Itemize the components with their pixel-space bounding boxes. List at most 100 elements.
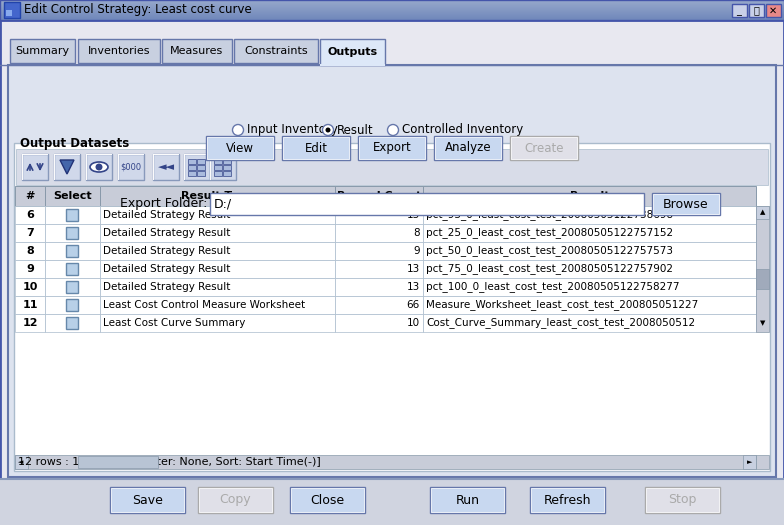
- Bar: [223, 171, 231, 176]
- Bar: [78, 456, 158, 468]
- Text: Detailed Strategy Result: Detailed Strategy Result: [103, 264, 230, 274]
- Bar: [214, 165, 222, 170]
- Circle shape: [325, 128, 331, 132]
- Bar: [54, 154, 80, 180]
- Text: 13: 13: [407, 282, 420, 292]
- Bar: [100, 242, 335, 260]
- Bar: [199, 488, 272, 512]
- Bar: [22, 154, 48, 180]
- Bar: [16, 149, 768, 185]
- Bar: [0, 8, 784, 9]
- Bar: [188, 159, 196, 164]
- Bar: [198, 487, 273, 513]
- Text: Run: Run: [456, 494, 480, 507]
- Bar: [184, 154, 210, 180]
- Polygon shape: [60, 160, 74, 174]
- Bar: [223, 165, 231, 170]
- Bar: [45, 186, 100, 206]
- Bar: [0, 16, 784, 17]
- Bar: [434, 136, 502, 160]
- Text: Create: Create: [524, 142, 564, 154]
- Text: Edit Control Strategy: Least cost curve: Edit Control Strategy: Least cost curve: [24, 4, 252, 16]
- Bar: [4, 2, 20, 18]
- Text: Cost_Curve_Summary_least_cost_test_2008050512: Cost_Curve_Summary_least_cost_test_20080…: [426, 318, 695, 329]
- Bar: [435, 137, 501, 159]
- Text: $000: $000: [121, 163, 142, 172]
- Bar: [15, 314, 45, 332]
- Text: pct_50_0_least_cost_test_20080505122757573: pct_50_0_least_cost_test_200805051227575…: [426, 246, 673, 256]
- Bar: [423, 296, 756, 314]
- Bar: [320, 39, 385, 65]
- Text: Result: Result: [337, 123, 374, 136]
- Bar: [0, 4, 784, 5]
- Text: pct_95_0_least_cost_test_20080505122738698: pct_95_0_least_cost_test_200805051227386…: [426, 209, 673, 220]
- Text: 7: 7: [26, 228, 34, 238]
- Bar: [15, 278, 45, 296]
- Bar: [335, 260, 423, 278]
- Bar: [0, 5, 784, 6]
- Bar: [214, 171, 222, 176]
- Text: 10: 10: [407, 318, 420, 328]
- Bar: [749, 4, 764, 17]
- Bar: [45, 242, 100, 260]
- Bar: [335, 242, 423, 260]
- Bar: [743, 455, 756, 469]
- Bar: [283, 137, 349, 159]
- Text: 9: 9: [413, 246, 420, 256]
- Text: 13: 13: [407, 264, 420, 274]
- Bar: [756, 206, 769, 219]
- Bar: [0, 1, 784, 2]
- Text: 6: 6: [26, 210, 34, 220]
- Text: View: View: [226, 142, 254, 154]
- Bar: [100, 224, 335, 242]
- Bar: [531, 488, 604, 512]
- Text: Refresh: Refresh: [544, 494, 591, 507]
- Bar: [423, 242, 756, 260]
- Text: Save: Save: [132, 494, 163, 507]
- Text: Outputs: Outputs: [328, 47, 378, 57]
- Text: Inventories: Inventories: [88, 46, 151, 56]
- Text: Export: Export: [372, 142, 412, 154]
- Bar: [0, 12, 784, 13]
- Bar: [732, 4, 747, 17]
- Bar: [423, 186, 756, 206]
- Text: 10: 10: [22, 282, 38, 292]
- Bar: [14, 143, 770, 471]
- Bar: [756, 206, 769, 332]
- Text: Least Cost Curve Summary: Least Cost Curve Summary: [103, 318, 245, 328]
- Bar: [0, 14, 784, 15]
- Bar: [110, 487, 185, 513]
- Bar: [0, 18, 784, 19]
- Bar: [234, 39, 318, 63]
- Text: Measure_Worksheet_least_cost_test_200805051227: Measure_Worksheet_least_cost_test_200805…: [426, 300, 699, 310]
- Bar: [223, 159, 231, 164]
- Bar: [0, 7, 784, 8]
- Text: Copy: Copy: [220, 494, 252, 507]
- Bar: [100, 314, 335, 332]
- Bar: [510, 136, 578, 160]
- Bar: [197, 171, 205, 176]
- Bar: [210, 154, 236, 180]
- Bar: [188, 171, 196, 176]
- Bar: [0, 19, 784, 20]
- Text: Export Folder:: Export Folder:: [120, 197, 208, 211]
- Bar: [197, 165, 205, 170]
- Bar: [100, 278, 335, 296]
- Text: ▲: ▲: [760, 209, 765, 215]
- Text: Detailed Strategy Result: Detailed Strategy Result: [103, 282, 230, 292]
- Bar: [67, 245, 78, 257]
- Bar: [652, 193, 720, 215]
- Bar: [162, 39, 232, 63]
- Text: Output Datasets: Output Datasets: [20, 138, 129, 151]
- Text: Close: Close: [310, 494, 344, 507]
- Text: Input Inventory: Input Inventory: [247, 123, 338, 136]
- Text: ◄◄: ◄◄: [158, 162, 175, 172]
- Bar: [214, 159, 222, 164]
- Bar: [207, 137, 273, 159]
- Text: D:/: D:/: [214, 197, 232, 211]
- Bar: [423, 314, 756, 332]
- Bar: [188, 165, 196, 170]
- Text: Summary: Summary: [16, 46, 70, 56]
- Bar: [67, 263, 78, 275]
- Text: Least Cost Control Measure Worksheet: Least Cost Control Measure Worksheet: [103, 300, 305, 310]
